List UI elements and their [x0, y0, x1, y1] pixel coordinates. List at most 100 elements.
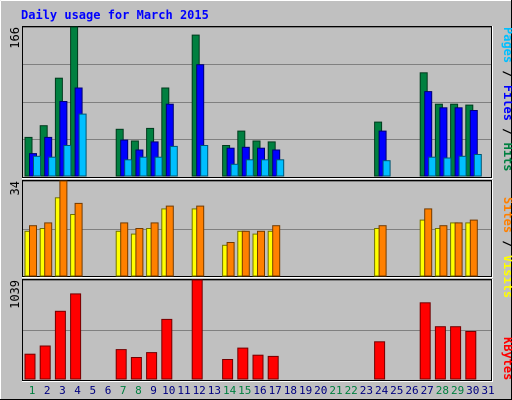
top-bar-pages-day-7 — [124, 159, 133, 177]
panel-top — [22, 26, 493, 179]
x-day-label-17: 17 — [269, 384, 282, 397]
x-day-label-6: 6 — [105, 384, 112, 397]
top-bar-pages-day-9 — [154, 156, 163, 177]
middle-bar-sites-day-4 — [74, 202, 83, 277]
top-bar-pages-day-12 — [200, 145, 209, 177]
middle-legend-label: Sites / Visits — [501, 197, 512, 298]
x-day-label-16: 16 — [253, 384, 266, 397]
top-bar-pages-day-24 — [382, 160, 391, 177]
top-bar-pages-day-10 — [169, 145, 178, 177]
bottom-bar-kbytes-day-7 — [115, 349, 127, 380]
top-bar-pages-day-2 — [48, 156, 57, 177]
bottom-bar-kbytes-day-12 — [191, 279, 203, 380]
top-bar-pages-day-15 — [245, 159, 254, 177]
bottom-bar-kbytes-day-4 — [70, 293, 82, 380]
middle-bar-sites-day-2 — [44, 222, 53, 277]
bottom-bar-kbytes-day-24 — [374, 341, 386, 380]
bottom-bar-kbytes-day-10 — [161, 318, 173, 380]
bottom-bar-kbytes-day-3 — [54, 310, 66, 380]
bottom-bar-kbytes-day-14 — [222, 359, 234, 380]
bottom-bar-kbytes-day-30 — [465, 331, 477, 380]
bottom-bar-kbytes-day-8 — [130, 357, 142, 380]
x-day-label-14: 14 — [223, 384, 237, 397]
middle-bar-sites-day-17 — [272, 225, 281, 277]
legend-pages: Pages — [501, 27, 512, 63]
legend-separator: / — [501, 121, 512, 143]
x-day-label-26: 26 — [405, 384, 418, 397]
legend-separator: / — [501, 63, 512, 85]
top-legend-label: Pages / Files / Hits — [501, 27, 512, 172]
bottom-bar-kbytes-day-15 — [237, 347, 249, 380]
top-bar-pages-day-28 — [443, 157, 452, 177]
bottom-bar-kbytes-day-1 — [24, 353, 36, 380]
top-bar-pages-day-29 — [458, 155, 467, 177]
middle-bar-sites-day-16 — [257, 230, 265, 277]
middle-bar-sites-day-3 — [59, 180, 68, 277]
middle-bar-sites-day-14 — [226, 242, 235, 277]
bottom-bar-kbytes-day-2 — [39, 345, 51, 380]
x-day-label-22: 22 — [345, 384, 358, 397]
middle-bar-sites-day-27 — [424, 208, 433, 277]
top-bar-pages-day-1 — [33, 155, 41, 177]
top-bar-pages-day-17 — [276, 159, 285, 177]
top-y-max-label: 166 — [8, 27, 22, 49]
x-day-label-1: 1 — [29, 384, 36, 397]
middle-y-max-label: 34 — [8, 181, 22, 195]
x-day-label-5: 5 — [89, 384, 96, 397]
x-day-label-19: 19 — [299, 384, 312, 397]
middle-bar-sites-day-29 — [454, 222, 463, 277]
middle-bar-sites-day-28 — [439, 225, 448, 277]
legend-sites: Sites — [501, 197, 512, 233]
panel-middle — [22, 180, 493, 278]
x-day-label-27: 27 — [421, 384, 434, 397]
x-day-label-7: 7 — [120, 384, 127, 397]
middle-bar-sites-day-1 — [29, 225, 37, 277]
x-day-label-30: 30 — [466, 384, 479, 397]
bottom-bar-kbytes-day-16 — [252, 354, 264, 380]
bottom-bar-kbytes-day-17 — [267, 355, 279, 380]
top-bar-pages-day-14 — [230, 163, 239, 177]
x-day-label-21: 21 — [329, 384, 342, 397]
x-day-label-10: 10 — [162, 384, 175, 397]
top-bar-pages-day-8 — [139, 156, 148, 177]
x-day-label-23: 23 — [360, 384, 373, 397]
bottom-bar-kbytes-day-27 — [419, 302, 431, 380]
middle-bar-sites-day-10 — [165, 205, 174, 277]
x-day-label-25: 25 — [390, 384, 403, 397]
panel-bottom — [22, 279, 493, 382]
x-day-label-4: 4 — [74, 384, 81, 397]
legend-hits: Hits — [501, 143, 512, 172]
middle-bar-sites-day-9 — [150, 222, 159, 277]
middle-bar-sites-day-8 — [135, 228, 144, 277]
middle-bar-sites-day-24 — [378, 225, 387, 277]
legend-separator: / — [501, 233, 512, 255]
bottom-bar-kbytes-day-9 — [146, 352, 158, 380]
top-bar-pages-day-4 — [78, 113, 87, 177]
top-bar-pages-day-30 — [473, 154, 482, 177]
x-day-label-20: 20 — [314, 384, 327, 397]
bottom-legend-label: KBytes — [501, 337, 512, 380]
bottom-bar-kbytes-day-28 — [434, 326, 446, 380]
x-day-label-31: 31 — [481, 384, 494, 397]
middle-bar-sites-day-12 — [196, 205, 205, 277]
x-axis-day-labels: 1 2 3 4 5 6 7 8 9 10 11 12 13 14 15 16 17 18 19 20 21 22 23 24 2… — [29, 384, 495, 397]
x-day-label-9: 9 — [150, 384, 157, 397]
chart-title: Daily usage for March 2015 — [21, 8, 209, 22]
x-day-label-15: 15 — [238, 384, 251, 397]
bottom-y-max-label: 1039 — [8, 280, 22, 309]
bottom-bar-kbytes-day-29 — [450, 326, 462, 380]
x-day-label-28: 28 — [436, 384, 449, 397]
x-day-label-29: 29 — [451, 384, 464, 397]
middle-bar-sites-day-15 — [241, 230, 250, 277]
top-bar-pages-day-27 — [428, 156, 437, 177]
legend-kbytes: KBytes — [501, 337, 512, 380]
middle-bar-sites-day-7 — [120, 222, 129, 277]
x-day-label-8: 8 — [135, 384, 142, 397]
x-day-label-12: 12 — [193, 384, 206, 397]
x-day-label-24: 24 — [375, 384, 389, 397]
top-bar-pages-day-3 — [63, 145, 72, 177]
x-day-label-11: 11 — [177, 384, 190, 397]
legend-files: Files — [501, 85, 512, 121]
middle-bar-sites-day-30 — [469, 219, 478, 277]
x-day-label-18: 18 — [284, 384, 297, 397]
